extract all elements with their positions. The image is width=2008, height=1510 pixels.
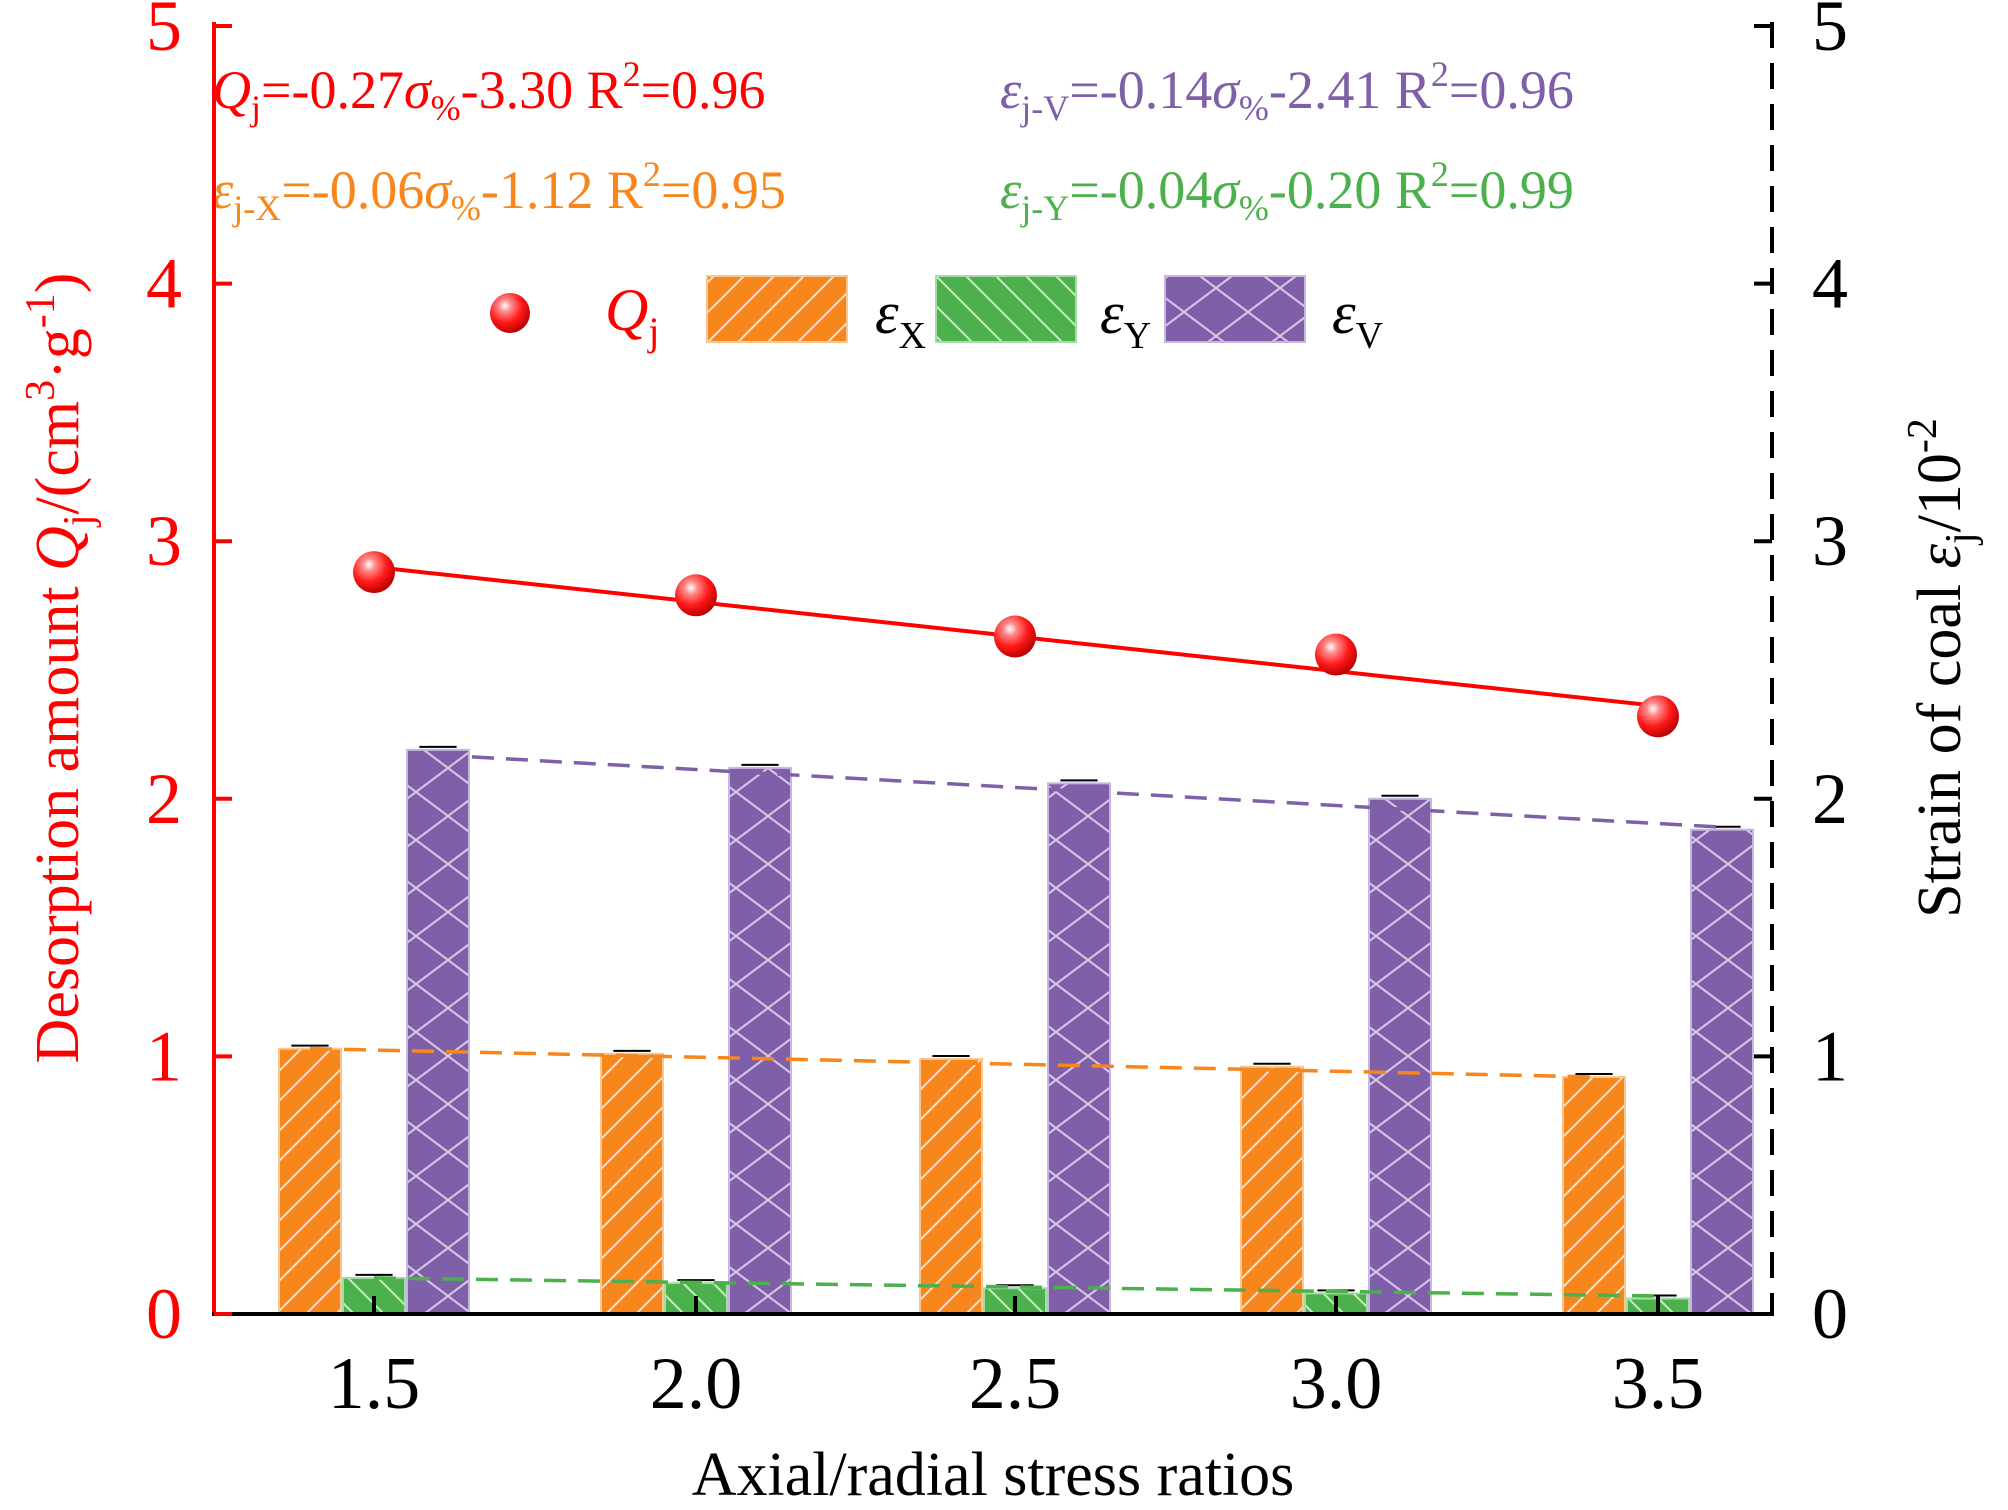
left-tick-label-2: 2 [146, 759, 182, 839]
qj-point-2.0 [675, 574, 717, 617]
bar-v-2.0 [728, 766, 792, 1315]
x-tick-label-2.0: 2.0 [650, 1343, 743, 1425]
left-axis-title: Desorption amount Qj/(cm3·g-1) [18, 273, 102, 1064]
fit-line-layer [309, 753, 1723, 1298]
left-tick-label-5: 5 [146, 0, 182, 66]
legend: Qj εX εY εV [490, 275, 1384, 357]
equation-qj: Qj=-0.27σ%-3.30 R2=0.96 [212, 54, 766, 128]
qj-point-1.5 [353, 551, 395, 594]
x-axis-title: Axial/radial stress ratios [692, 1441, 1295, 1509]
x-tick-label-1.5: 1.5 [328, 1343, 421, 1425]
x-tick-label-2.5: 2.5 [969, 1343, 1062, 1425]
qj-point-3.0 [1315, 633, 1357, 676]
qj-series [353, 551, 1679, 738]
bar-x-3.0 [1240, 1065, 1304, 1315]
x-tick-label-3.0: 3.0 [1290, 1343, 1383, 1425]
right-tick-label-1: 1 [1812, 1016, 1848, 1096]
legend-ex-swatch [706, 275, 848, 343]
fit-line-εv [437, 753, 1723, 829]
bar-x-2.5 [919, 1057, 983, 1315]
right-tick-label-3: 3 [1812, 501, 1848, 581]
bar-v-1.5 [406, 748, 470, 1315]
legend-ey-label: εY [1100, 280, 1151, 357]
legend-ev-swatch [1164, 275, 1306, 343]
equation-ej-v: εj-V=-0.14σ%-2.41 R2=0.96 [1000, 54, 1574, 128]
bar-v-3.0 [1368, 797, 1432, 1315]
equation-block: Qj=-0.27σ%-3.30 R2=0.96 εj-V=-0.14σ%-2.4… [212, 54, 1574, 228]
fit-line-εy [373, 1276, 1659, 1298]
legend-qj-marker [490, 293, 530, 333]
right-axis-title: Strain of coal εj/10-2 [1900, 418, 1984, 918]
left-tick-label-4: 4 [146, 244, 182, 324]
right-tick-label-2: 2 [1812, 759, 1848, 839]
right-tick-label-0: 0 [1812, 1274, 1848, 1354]
right-tick-label-4: 4 [1812, 244, 1848, 324]
bar-x-2.0 [600, 1052, 664, 1315]
bar-v-3.5 [1690, 828, 1754, 1315]
legend-ev-label: εV [1332, 280, 1384, 357]
bar-layer [278, 745, 1754, 1316]
equation-ej-y: εj-Y=-0.04σ%-0.20 R2=0.99 [1000, 154, 1574, 228]
legend-ex-label: εX [875, 280, 926, 357]
legend-qj-label: Qj [605, 277, 659, 354]
equation-ej-x: εj-X=-0.06σ%-1.12 R2=0.95 [212, 154, 786, 228]
left-tick-label-1: 1 [146, 1016, 182, 1096]
bar-v-2.5 [1047, 782, 1111, 1315]
fit-line-εx [309, 1046, 1595, 1079]
bar-x-1.5 [278, 1047, 342, 1315]
left-tick-label-0: 0 [146, 1274, 182, 1354]
tick-layer: 0 0 1 1 2 2 3 3 4 4 5 5 1.5 2.0 2.5 3.0 3.5 [146, 0, 1848, 1425]
legend-ey-swatch [935, 275, 1077, 343]
qj-point-2.5 [994, 615, 1036, 658]
x-tick-label-3.5: 3.5 [1612, 1343, 1705, 1425]
left-tick-label-3: 3 [146, 501, 182, 581]
qj-point-3.5 [1637, 695, 1679, 738]
bar-x-3.5 [1562, 1076, 1626, 1316]
right-tick-label-5: 5 [1812, 0, 1848, 66]
